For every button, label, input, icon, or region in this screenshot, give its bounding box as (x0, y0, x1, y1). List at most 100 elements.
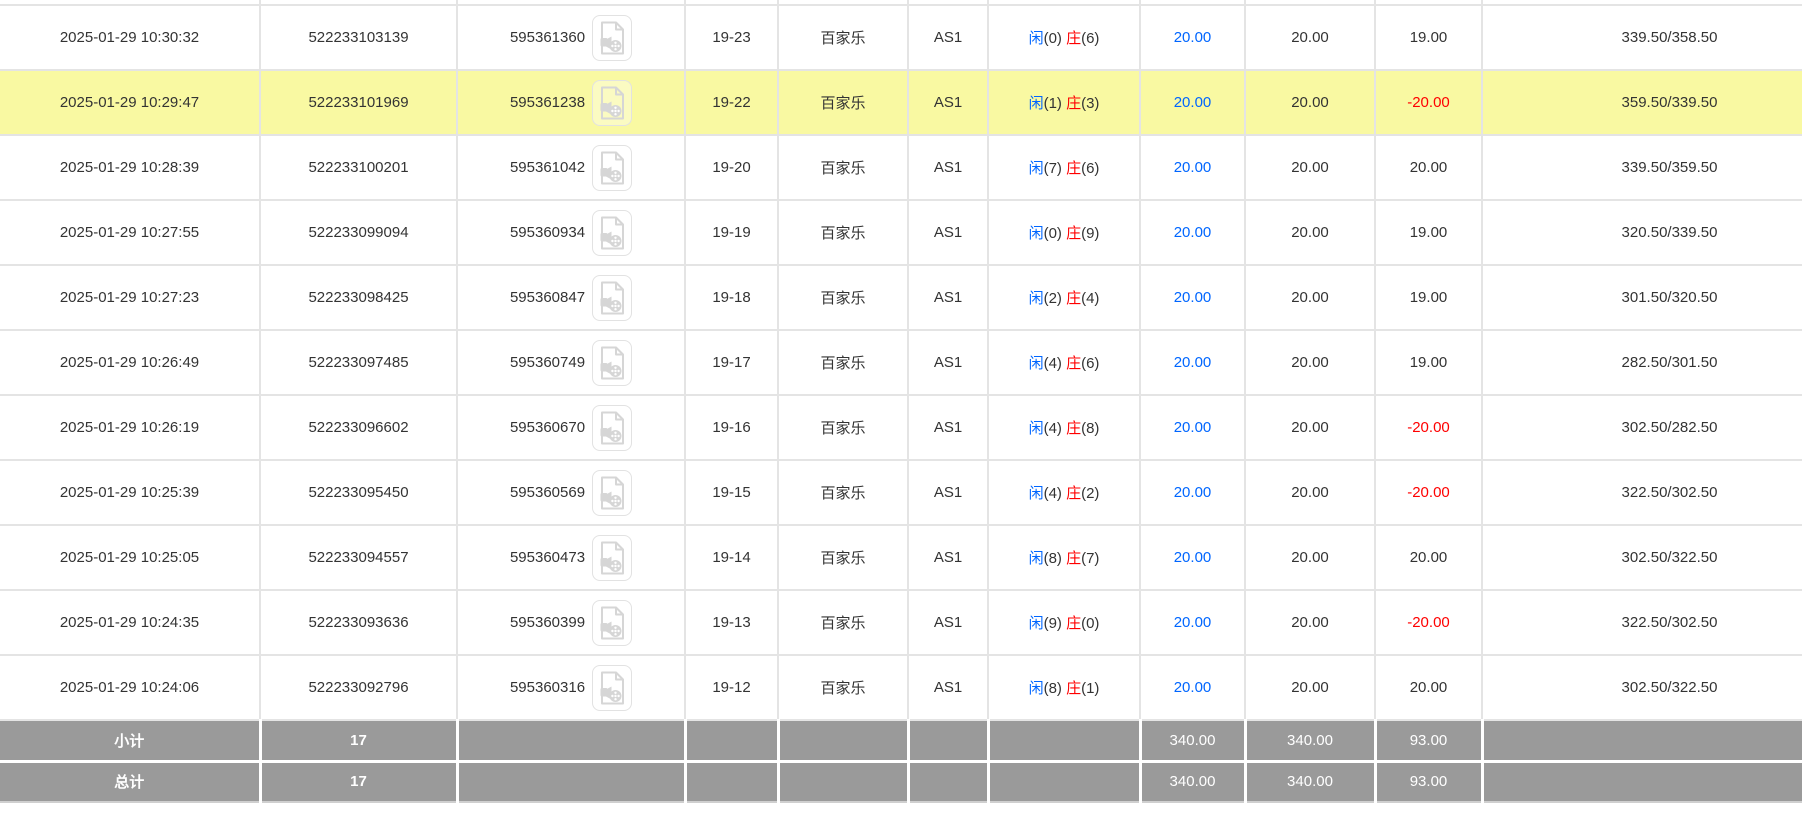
video-file-icon (600, 216, 625, 249)
valid-amount-cell: 20.00 (1245, 265, 1376, 331)
balance-cell: 282.50/301.50 (1482, 330, 1802, 396)
video-file-icon (600, 411, 625, 444)
total-bet-cell: 340.00 (1140, 719, 1247, 761)
record-row[interactable]: 2025-01-29 10:26:19 522233096602 595360670… (0, 395, 1802, 461)
bet-amount-link[interactable]: 20.00 (1173, 289, 1212, 306)
game-name-cell: 百家乐 (778, 5, 909, 71)
win-loss-cell: -20.00 (1375, 590, 1483, 656)
win-loss-value: 19.00 (1409, 354, 1448, 371)
zhuang-label: 庄 (1066, 225, 1082, 242)
zhuang-label: 庄 (1066, 485, 1082, 502)
total-valid-cell: 340.00 (1245, 759, 1377, 803)
game-name-cell: 百家乐 (778, 525, 909, 591)
video-replay-button[interactable] (592, 404, 633, 451)
balance-cell: 359.50/339.50 (1482, 70, 1802, 136)
record-row-selected[interactable]: 2025-01-29 10:29:47 522233101969 595361238… (0, 70, 1802, 136)
total-empty-cell (457, 759, 687, 803)
win-loss-value: 19.00 (1409, 224, 1448, 241)
bet-amount-cell: 20.00 (1140, 200, 1246, 266)
bet-amount-link[interactable]: 20.00 (1173, 679, 1212, 696)
video-replay-button[interactable] (592, 274, 633, 321)
xian-count: (8) (1043, 550, 1067, 567)
record-row[interactable]: 2025-01-29 10:27:23 522233098425 595360847… (0, 265, 1802, 331)
table-name-cell: AS1 (908, 200, 989, 266)
bet-amount-link[interactable]: 20.00 (1173, 94, 1212, 111)
game-number-text: 595360473 (509, 549, 586, 566)
record-row[interactable]: 2025-01-29 10:24:06 522233092796 595360316… (0, 655, 1802, 721)
time-cell: 2025-01-29 10:28:39 (0, 135, 261, 201)
bet-amount-link[interactable]: 20.00 (1173, 29, 1212, 46)
zhuang-label: 庄 (1066, 615, 1082, 632)
video-replay-button[interactable] (592, 664, 633, 711)
bet-amount-link[interactable]: 20.00 (1173, 224, 1212, 241)
game-number-text: 595361238 (509, 94, 586, 111)
win-loss-value: -20.00 (1407, 484, 1450, 501)
game-number-cell: 595360473 (457, 525, 686, 591)
balance-cell: 302.50/322.50 (1482, 525, 1802, 591)
result-cell: 闲(0) 庄(9) (988, 200, 1141, 266)
video-file-icon (600, 671, 625, 704)
record-row[interactable]: 2025-01-29 10:25:05 522233094557 595360473… (0, 525, 1802, 591)
game-number-cell: 595360569 (457, 460, 686, 526)
record-row[interactable]: 2025-01-29 10:30:32 522233103139 595361360… (0, 5, 1802, 71)
clipped-cell (908, 0, 989, 6)
bet-amount-link[interactable]: 20.00 (1173, 419, 1212, 436)
game-name-cell: 百家乐 (778, 70, 909, 136)
game-name-cell: 百家乐 (778, 655, 909, 721)
time-cell: 2025-01-29 10:26:49 (0, 330, 261, 396)
bet-amount-link[interactable]: 20.00 (1173, 159, 1212, 176)
valid-amount-cell: 20.00 (1245, 330, 1376, 396)
win-loss-value: 20.00 (1409, 549, 1448, 566)
xian-count: (4) (1043, 420, 1067, 437)
video-replay-button[interactable] (592, 469, 633, 516)
video-replay-button[interactable] (592, 14, 633, 61)
game-name-cell: 百家乐 (778, 590, 909, 656)
xian-count: (4) (1043, 355, 1067, 372)
video-replay-button[interactable] (592, 534, 633, 581)
record-row[interactable]: 2025-01-29 10:27:55 522233099094 595360934… (0, 200, 1802, 266)
record-row[interactable]: 2025-01-29 10:24:35 522233093636 595360399… (0, 590, 1802, 656)
order-number-cell: 522233094557 (260, 525, 458, 591)
bet-amount-link[interactable]: 20.00 (1173, 614, 1212, 631)
time-cell: 2025-01-29 10:26:19 (0, 395, 261, 461)
clipped-cell (457, 0, 686, 6)
bet-amount-link[interactable]: 20.00 (1173, 549, 1212, 566)
clipped-row (0, 0, 1802, 6)
game-number-wrap: 595360473 (462, 534, 680, 581)
bet-amount-cell: 20.00 (1140, 5, 1246, 71)
zhuang-count: (4) (1081, 290, 1100, 307)
result-cell: 闲(2) 庄(4) (988, 265, 1141, 331)
result-cell: 闲(9) 庄(0) (988, 590, 1141, 656)
record-row[interactable]: 2025-01-29 10:26:49 522233097485 595360749… (0, 330, 1802, 396)
video-replay-button[interactable] (592, 599, 633, 646)
game-number-wrap: 595361042 (462, 144, 680, 191)
xian-count: (7) (1043, 160, 1067, 177)
total-empty-cell (778, 719, 910, 761)
video-replay-button[interactable] (592, 339, 633, 386)
game-number-cell: 595361360 (457, 5, 686, 71)
table-name-cell: AS1 (908, 70, 989, 136)
game-number-cell: 595360670 (457, 395, 686, 461)
bet-amount-link[interactable]: 20.00 (1173, 484, 1212, 501)
zhuang-count: (1) (1081, 680, 1100, 697)
game-number-wrap: 595360569 (462, 469, 680, 516)
order-number-cell: 522233095450 (260, 460, 458, 526)
table-name-cell: AS1 (908, 5, 989, 71)
table-name-cell: AS1 (908, 395, 989, 461)
xian-label: 闲 (1028, 95, 1044, 112)
clipped-cell (685, 0, 779, 6)
video-replay-button[interactable] (592, 209, 633, 256)
game-number-wrap: 595360399 (462, 599, 680, 646)
xian-label: 闲 (1028, 485, 1044, 502)
bet-amount-cell: 20.00 (1140, 135, 1246, 201)
video-replay-button[interactable] (592, 144, 633, 191)
order-number-cell: 522233100201 (260, 135, 458, 201)
video-file-icon (600, 346, 625, 379)
zhuang-count: (6) (1081, 355, 1100, 372)
record-row[interactable]: 2025-01-29 10:28:39 522233100201 595361042… (0, 135, 1802, 201)
video-replay-button[interactable] (592, 79, 633, 126)
bet-amount-link[interactable]: 20.00 (1173, 354, 1212, 371)
record-row[interactable]: 2025-01-29 10:25:39 522233095450 595360569… (0, 460, 1802, 526)
clipped-cell (988, 0, 1141, 6)
xian-count: (0) (1043, 225, 1067, 242)
